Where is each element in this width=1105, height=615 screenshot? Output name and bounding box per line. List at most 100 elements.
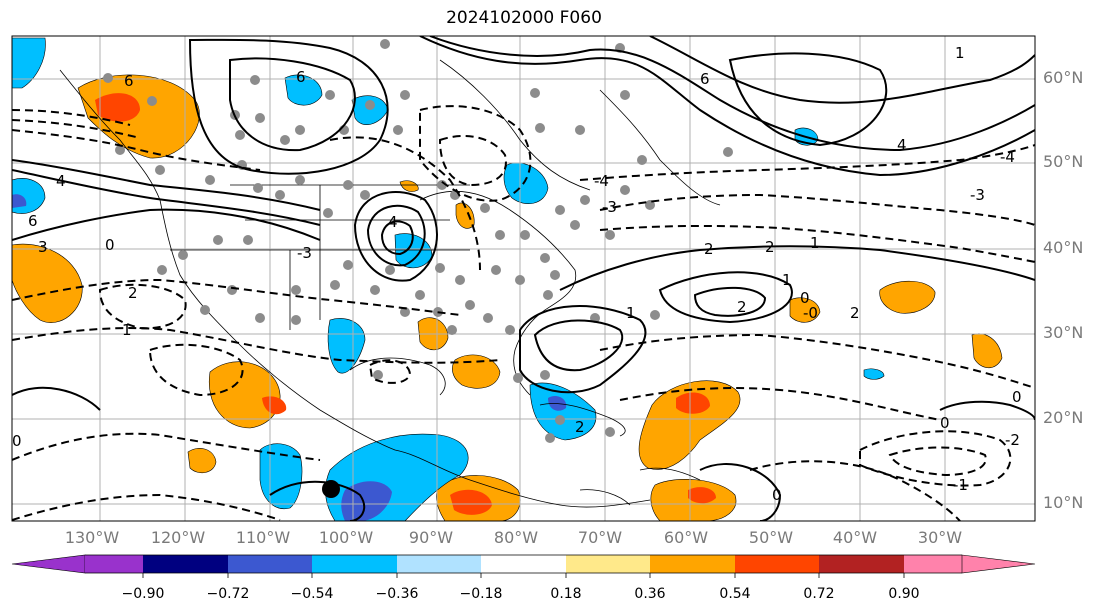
coastlines — [59, 59, 721, 508]
colorbar-segment — [143, 555, 228, 573]
colorbar-extend-low — [11, 554, 86, 574]
lat-label: 30°N — [1043, 323, 1084, 342]
lat-label: 60°N — [1043, 68, 1084, 87]
shade-blob — [12, 194, 27, 208]
lon-label: 60°W — [663, 528, 709, 547]
shade-blob — [95, 93, 140, 122]
contour-label: 2 — [575, 418, 585, 436]
lon-label: 70°W — [577, 528, 623, 547]
shade-blob — [971, 333, 1003, 369]
contour-label: 2 — [737, 298, 747, 316]
contour-label: 2 — [704, 240, 714, 258]
shade-blob — [12, 243, 83, 323]
contour-label: 6 — [28, 212, 38, 230]
colorbar-tick-label: −0.54 — [290, 586, 334, 602]
lat-label: 50°N — [1043, 152, 1084, 171]
shade-blob — [789, 297, 821, 323]
contour-label: 1 — [810, 234, 820, 252]
shade-blob — [187, 448, 217, 474]
shade-blob — [262, 396, 287, 415]
lat-label: 10°N — [1043, 493, 1084, 512]
colorbar-tick-label: 0.54 — [719, 586, 751, 602]
contour-label: 0 — [940, 414, 950, 432]
colorbar-tick-label: 0.72 — [803, 586, 835, 602]
lon-label: 110°W — [235, 528, 291, 547]
shade-blob — [450, 489, 492, 515]
shade-blob — [529, 382, 597, 441]
colorbar — [11, 554, 1036, 578]
colorbar-tick-label: −0.90 — [121, 586, 165, 602]
contour-label: 0 — [772, 486, 782, 504]
contour-label: 1 — [782, 271, 792, 289]
colorbar-segment — [566, 555, 650, 573]
shade-blob — [688, 487, 716, 504]
contour-label: 2 — [128, 284, 138, 302]
contour-label: 3 — [38, 238, 48, 256]
contour-label: 0 — [12, 432, 22, 450]
contour-label: 2 — [850, 304, 860, 322]
lon-label: 130°W — [64, 528, 120, 547]
lon-label: 100°W — [318, 528, 374, 547]
contour-label: -2 — [1005, 431, 1020, 449]
colorbar-extend-high — [961, 554, 1036, 574]
shade-blob — [879, 280, 936, 314]
contour-label: -0 — [803, 304, 818, 322]
contour-label: -4 — [1000, 148, 1015, 166]
shade-blob — [863, 368, 885, 380]
lon-label: 80°W — [493, 528, 539, 547]
colorbar-segment — [735, 555, 819, 573]
contour-label: -3 — [602, 198, 617, 216]
colorbar-segment — [650, 555, 735, 573]
contour-label: 4 — [897, 136, 907, 154]
shade-blob — [452, 354, 501, 389]
lon-label: 90°W — [408, 528, 454, 547]
contour-label: 0 — [105, 236, 115, 254]
contour-label: -3 — [297, 244, 312, 262]
colorbar-segment — [397, 555, 481, 573]
map-frame — [11, 35, 1036, 522]
contour-label: 1 — [122, 321, 132, 339]
colorbar-tick-label: −0.18 — [459, 586, 503, 602]
colorbar-tick-label: 0.36 — [634, 586, 666, 602]
shade-blob — [399, 180, 419, 192]
colorbar-tick-label: −0.36 — [375, 586, 419, 602]
contour-label: 2 — [765, 238, 775, 256]
solid-contours — [12, 36, 1035, 521]
contour-label: 1 — [955, 44, 965, 62]
contour-labels: 6 6 6 1 -4 -3 4 4 6 3 0 1 2 -3 4 -3 -4 2… — [12, 44, 1022, 504]
dashed-contours — [12, 105, 1035, 521]
contour-label: 6 — [124, 72, 134, 90]
lat-label: 20°N — [1043, 408, 1084, 427]
colorbar-segment — [85, 555, 143, 573]
shade-blob — [284, 74, 323, 106]
colorbar-tick-label: 0.90 — [888, 586, 920, 602]
contour-label: -1 — [953, 476, 968, 494]
shade-blob — [259, 443, 303, 510]
contour-label: 1 — [626, 304, 636, 322]
marker-black-dot — [322, 480, 340, 498]
colorbar-tick-label: −0.72 — [206, 586, 250, 602]
shade-blob — [12, 37, 46, 89]
contour-label: -3 — [970, 186, 985, 204]
lon-label: 30°W — [917, 528, 963, 547]
contour-label: 0 — [1012, 388, 1022, 406]
colorbar-segment — [904, 555, 962, 573]
contour-label: 6 — [296, 68, 306, 86]
colorbar-segment — [228, 555, 312, 573]
contour-label: 0 — [800, 289, 810, 307]
contour-label: -4 — [594, 172, 609, 190]
shade-blob — [676, 392, 710, 414]
colorbar-tick-label: 0.18 — [550, 586, 582, 602]
lat-label: 40°N — [1043, 238, 1084, 257]
colorbar-segment — [312, 555, 397, 573]
colorbar-segment — [819, 555, 904, 573]
lon-label: 50°W — [748, 528, 794, 547]
lon-label: 40°W — [832, 528, 878, 547]
colorbar-segment — [481, 555, 566, 573]
shade-blob — [503, 162, 549, 205]
map-title: 2024102000 F060 — [446, 8, 602, 28]
lon-label: 120°W — [150, 528, 206, 547]
contour-label: 4 — [388, 213, 398, 231]
contour-label: 6 — [700, 70, 710, 88]
